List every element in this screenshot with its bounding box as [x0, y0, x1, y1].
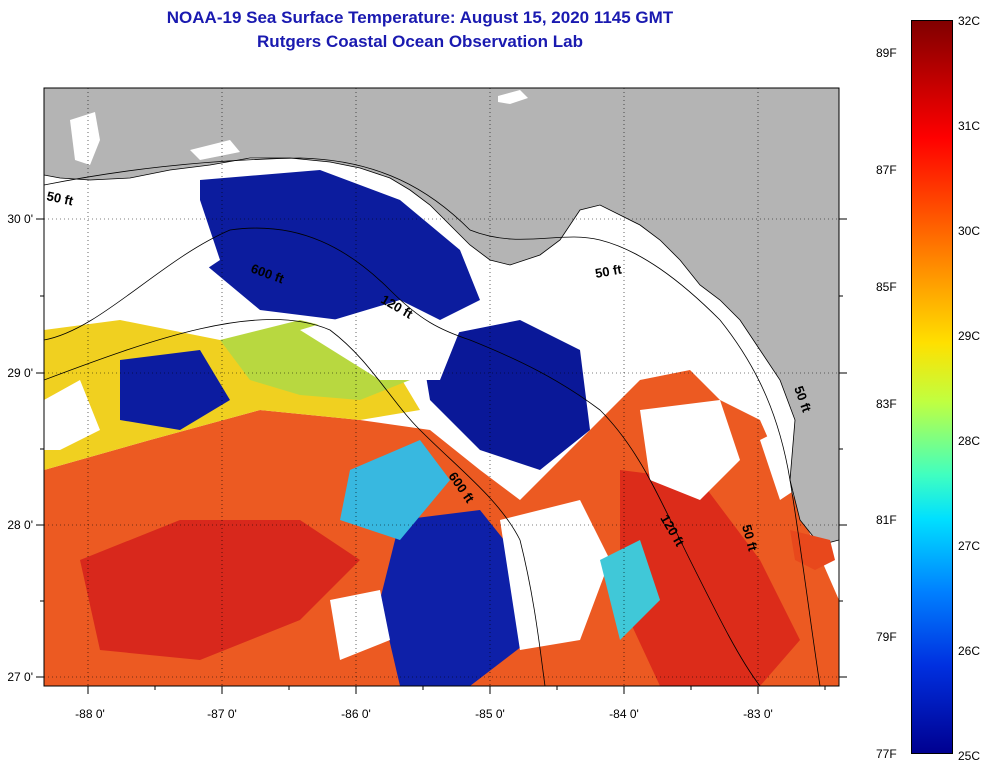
cold-water-north: [200, 170, 480, 330]
cloud-patch: [330, 590, 390, 660]
cloud-patch: [640, 400, 740, 500]
contour-label: 50 ft: [739, 523, 761, 553]
lat-tick-label: 30 0': [7, 212, 33, 226]
cloud-patch: [300, 300, 460, 380]
lon-tick-label: -85 0': [475, 707, 505, 721]
colorbar-f-label: 83F: [876, 397, 897, 411]
temperature-field: [44, 88, 839, 686]
cold-water-central: [420, 320, 590, 470]
cloud-patch: [500, 500, 610, 650]
colorbar-c-label: 29C: [958, 329, 981, 343]
colorbar-f-label: 79F: [876, 630, 897, 644]
colorbar-f-label: 81F: [876, 513, 897, 527]
map-frame: [43, 87, 840, 687]
lake: [498, 90, 528, 104]
colorbar-c-label: 25C: [958, 749, 981, 763]
lon-tick-label: -86 0': [341, 707, 371, 721]
hot-water-east: [620, 470, 800, 686]
bay: [190, 140, 240, 160]
lat-tick-label: 29 0': [7, 366, 33, 380]
lon-labels: -88 0' -87 0' -86 0' -85 0' -84 0' -83 0…: [75, 707, 773, 721]
colorbar-c-label: 27C: [958, 539, 981, 553]
colorbar-c-label: 28C: [958, 434, 981, 448]
lon-tick-label: -87 0': [207, 707, 237, 721]
cold-water-west: [120, 350, 230, 430]
cool-streak: [340, 440, 450, 540]
temperature-colorbar: [911, 20, 953, 754]
map-subtitle: Rutgers Coastal Ocean Observation Lab: [257, 32, 583, 51]
colorbar-c-label: 30C: [958, 224, 981, 238]
contour-label: 50 ft: [45, 188, 75, 208]
graticule: [44, 88, 839, 686]
colorbar-f-label: 77F: [876, 747, 897, 761]
cloud-patch: [44, 380, 100, 450]
lat-labels: 30 0' 29 0' 28 0' 27 0': [7, 212, 33, 684]
cloud-patch: [44, 180, 220, 300]
map-title: NOAA-19 Sea Surface Temperature: August …: [166, 8, 674, 27]
lat-tick-label: 27 0': [7, 670, 33, 684]
lon-tick-label: -83 0': [743, 707, 773, 721]
lat-tick-label: 28 0': [7, 518, 33, 532]
lon-tick-label: -84 0': [609, 707, 639, 721]
contour-120ft: [44, 227, 761, 686]
depth-contours: [44, 157, 821, 686]
lon-tick-label: -88 0': [75, 707, 105, 721]
hot-water-patches: [80, 520, 360, 660]
colorbar-c-label: 26C: [958, 644, 981, 658]
cool-streak: [600, 540, 660, 640]
cold-water-south: [380, 510, 530, 686]
bay: [70, 112, 100, 165]
coastal-bay: [790, 530, 835, 570]
axis-ticks: [36, 218, 847, 694]
contour-50ft: [44, 157, 821, 686]
colorbar-c-label: 32C: [958, 14, 981, 28]
contour-600ft: [44, 319, 546, 686]
colorbar-f-label: 89F: [876, 46, 897, 60]
colorbar-c-label: 31C: [958, 119, 981, 133]
contour-label: 50 ft: [594, 261, 624, 281]
colorbar-f-label: 85F: [876, 280, 897, 294]
land-mass: [44, 88, 839, 546]
colorbar-f-label: 87F: [876, 163, 897, 177]
